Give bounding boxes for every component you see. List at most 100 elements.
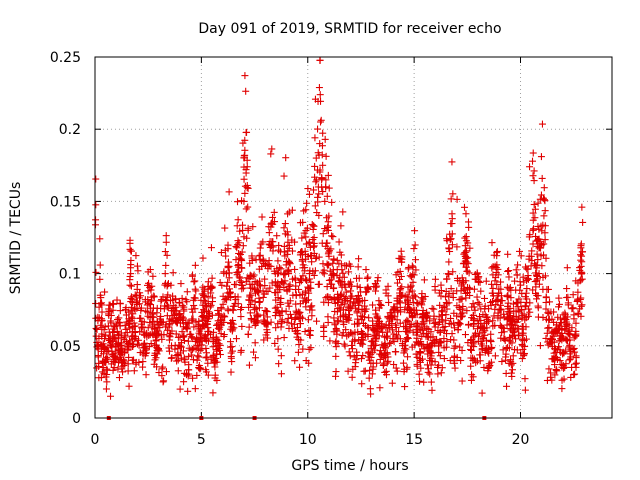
data-point (448, 330, 456, 338)
data-point (268, 219, 276, 227)
data-point (328, 198, 336, 206)
data-point (358, 380, 366, 388)
data-point (467, 376, 475, 384)
y-tick-label: 0 (72, 411, 81, 427)
data-point (514, 261, 522, 269)
data-point (340, 340, 348, 348)
data-point (335, 238, 343, 246)
data-point (357, 312, 365, 320)
data-point (324, 313, 332, 321)
x-tick-label: 15 (405, 432, 423, 448)
data-point (227, 368, 235, 376)
data-point (458, 377, 466, 385)
data-point (208, 274, 216, 282)
data-point (434, 370, 442, 378)
data-point (519, 273, 527, 281)
data-point (280, 172, 288, 180)
data-point (420, 378, 428, 386)
data-point (267, 150, 275, 158)
data-point (237, 313, 245, 321)
data-point (503, 292, 511, 300)
data-point (442, 293, 450, 301)
data-point (537, 153, 545, 161)
data-point (275, 246, 283, 254)
data-point (363, 274, 371, 282)
data-point (571, 370, 579, 378)
data-point (96, 235, 104, 243)
y-tick-label: 0.15 (50, 194, 81, 210)
data-point (180, 378, 188, 386)
data-point (226, 338, 234, 346)
data-point (533, 295, 541, 303)
data-point (307, 278, 315, 286)
data-point (266, 284, 274, 292)
data-point (308, 312, 316, 320)
data-point (529, 240, 537, 248)
data-point (305, 190, 313, 198)
data-point (241, 72, 249, 80)
data-point (122, 311, 130, 319)
data-point (113, 296, 121, 304)
data-point (132, 252, 140, 260)
data-point (107, 392, 115, 400)
data-point (310, 271, 318, 279)
data-point (157, 297, 165, 305)
data-point (149, 272, 157, 280)
data-point (238, 303, 246, 311)
data-point (447, 314, 455, 322)
data-point (177, 280, 185, 288)
data-point (563, 285, 571, 293)
data-point (102, 385, 110, 393)
data-point (449, 190, 457, 198)
data-point (572, 354, 580, 362)
data-point (105, 335, 113, 343)
data-point (482, 277, 490, 285)
data-point (444, 270, 452, 278)
data-point (158, 365, 166, 373)
data-point (325, 261, 333, 269)
data-point (390, 338, 398, 346)
data-point (341, 262, 349, 270)
data-point (243, 128, 251, 136)
data-point (516, 278, 524, 286)
data-point (103, 366, 111, 374)
data-point (436, 301, 444, 309)
data-point (542, 294, 550, 302)
data-point (144, 324, 152, 332)
data-point (407, 282, 415, 290)
data-point (488, 264, 496, 272)
data-point (109, 306, 117, 314)
data-point (391, 312, 399, 320)
data-point (183, 288, 191, 296)
data-point (416, 348, 424, 356)
data-point (114, 331, 122, 339)
data-point (448, 241, 456, 249)
data-point (397, 247, 405, 255)
data-point (545, 365, 553, 373)
data-point (530, 201, 538, 209)
data-point (320, 332, 328, 340)
data-point (271, 339, 279, 347)
data-point (404, 317, 412, 325)
data-point (250, 271, 258, 279)
data-point (251, 339, 259, 347)
data-point (155, 369, 163, 377)
data-point (534, 302, 542, 310)
data-point (401, 383, 409, 391)
data-point (161, 270, 169, 278)
data-point (521, 386, 529, 394)
data-point (430, 305, 438, 313)
data-point (308, 258, 316, 266)
data-point (471, 306, 479, 314)
data-point (115, 374, 123, 382)
data-point (92, 201, 100, 209)
data-point (308, 220, 316, 228)
data-point (291, 357, 299, 365)
data-point (224, 307, 232, 315)
data-point (375, 297, 383, 305)
data-point (493, 247, 501, 255)
data-point (238, 322, 246, 330)
data-point (526, 163, 534, 171)
data-point (529, 226, 537, 234)
data-point (511, 277, 519, 285)
